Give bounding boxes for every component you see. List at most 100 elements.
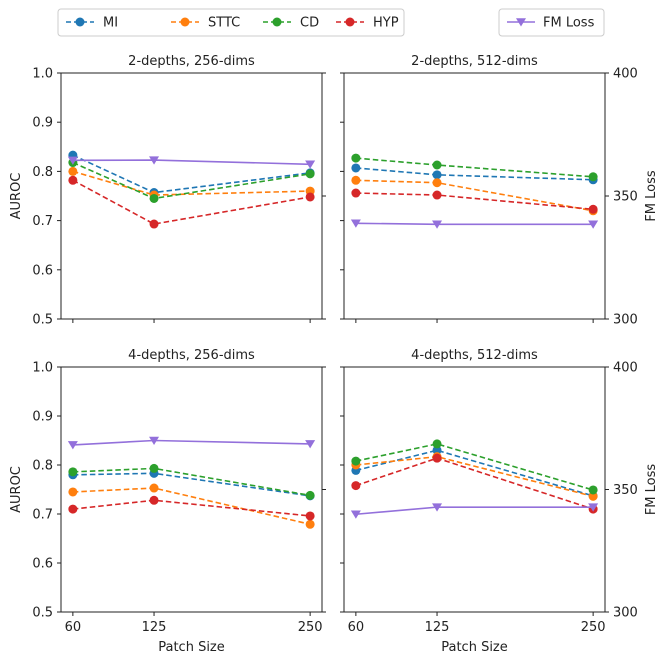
data-point-fm-loss: [149, 436, 160, 445]
data-point-cd: [588, 172, 598, 182]
data-point-fm-loss: [305, 440, 316, 449]
y-tick-label-left: 0.8: [32, 459, 53, 474]
y-tick-label-right: 300: [613, 313, 638, 328]
legend-marker-sttc: [180, 17, 190, 27]
series-line-sttc: [355, 455, 594, 498]
series-line-cd: [355, 443, 594, 491]
series-line-fm-loss: [355, 506, 594, 516]
data-point-hyp: [149, 495, 159, 505]
data-point-fm-loss: [67, 441, 78, 450]
data-point-sttc: [68, 166, 78, 176]
y-tick-label-left: 0.6: [32, 263, 53, 278]
y-tick-label-left: 0.5: [32, 313, 53, 328]
data-point-fm-loss: [432, 220, 443, 229]
y-tick-label-left: 0.9: [32, 410, 53, 425]
legend-marker-cd: [272, 17, 282, 27]
x-tick-label: 250: [298, 620, 323, 635]
plot-frame: [343, 366, 606, 613]
y-tick-label-left: 0.7: [32, 214, 53, 229]
series-line-mi: [355, 449, 594, 497]
series-line-hyp: [355, 192, 594, 211]
subplot-title: 4-depths, 256-dims: [128, 348, 255, 363]
subplot-4: 4-depths, 512-dims 300 350 400 FM Loss 60 125 2…: [340, 348, 659, 655]
legend-label-hyp: HYP: [373, 16, 399, 31]
data-point-fm-loss: [350, 219, 361, 228]
data-point-sttc: [351, 175, 361, 185]
x-tick-label: 250: [581, 620, 606, 635]
data-point-mi: [432, 170, 442, 180]
series-line-sttc: [355, 179, 594, 212]
data-point-fm-loss: [305, 160, 316, 169]
plot-frame: [60, 366, 323, 613]
x-tick-label: 125: [142, 620, 167, 635]
series-line-fm-loss: [355, 222, 594, 226]
series-line-cd: [72, 467, 311, 497]
data-point-fm-loss: [350, 510, 361, 519]
data-point-hyp: [588, 204, 598, 214]
subplot-title: 4-depths, 512-dims: [411, 348, 538, 363]
data-point-cd: [149, 463, 159, 473]
data-point-cd: [432, 160, 442, 170]
data-point-cd: [351, 456, 361, 466]
y-tick-label-left: 1.0: [32, 361, 53, 376]
legend-label-cd: CD: [300, 16, 319, 31]
data-point-cd: [305, 490, 315, 500]
x-tick-label: 125: [425, 620, 450, 635]
y-tick-label-left: 0.5: [32, 606, 53, 621]
data-point-hyp: [68, 175, 78, 185]
subplot-2: 2-depths, 512-dims 300 350 400 FM Loss: [340, 54, 659, 328]
y-tick-label-right: 350: [613, 190, 638, 205]
y-axis-label-left: AUROC: [9, 173, 24, 220]
y-tick-label-left: 0.7: [32, 508, 53, 523]
y-tick-label-right: 400: [613, 67, 638, 82]
y-tick-label-right: 350: [613, 483, 638, 498]
x-tick-label: 60: [65, 620, 82, 635]
subplots: 2-depths, 256-dims 0.5 0.6 0.7 0.8 0.9 1.0 AURO…: [9, 54, 659, 655]
legend-label-mi: MI: [103, 16, 118, 31]
y-tick-label-left: 0.9: [32, 116, 53, 131]
legend-left-frame: [57, 8, 405, 37]
data-point-hyp: [149, 219, 159, 229]
series-line-sttc: [72, 170, 311, 196]
data-point-sttc: [432, 178, 442, 188]
series-line-mi: [72, 472, 311, 497]
legend-right: FM Loss: [498, 8, 605, 37]
data-point-hyp: [432, 190, 442, 200]
data-point-cd: [432, 439, 442, 449]
series-line-hyp: [72, 499, 311, 517]
data-point-fm-loss: [588, 220, 599, 229]
data-point-hyp: [305, 511, 315, 521]
plot-frame: [343, 72, 606, 320]
subplot-title: 2-depths, 256-dims: [128, 54, 255, 69]
y-tick-label-left: 0.8: [32, 165, 53, 180]
data-point-hyp: [351, 481, 361, 491]
data-point-cd: [68, 467, 78, 477]
data-point-sttc: [68, 487, 78, 497]
series-line-hyp: [72, 179, 311, 225]
subplot-3: 4-depths, 256-dims 0.5 0.6 0.7 0.8 0.9 1.0 AURO…: [9, 348, 326, 655]
x-axis-label: Patch Size: [158, 640, 225, 655]
y-tick-label-left: 0.6: [32, 557, 53, 572]
y-axis-label-right: FM Loss: [644, 464, 659, 516]
legend-marker-hyp: [345, 17, 355, 27]
series-line-fm-loss: [72, 439, 311, 446]
y-axis-label-right: FM Loss: [644, 170, 659, 222]
data-point-cd: [149, 193, 159, 203]
plot-frame: [60, 72, 323, 320]
y-axis-label-left: AUROC: [9, 466, 24, 513]
data-point-hyp: [68, 504, 78, 514]
y-tick-label-right: 300: [613, 606, 638, 621]
data-point-fm-loss: [149, 156, 160, 165]
data-point-hyp: [432, 453, 442, 463]
data-point-mi: [432, 445, 442, 455]
series-line-sttc: [72, 487, 311, 526]
x-axis-label: Patch Size: [441, 640, 508, 655]
legend-label-fm-loss: FM Loss: [543, 16, 595, 31]
data-point-cd: [351, 153, 361, 163]
legend-marker-fm-loss: [516, 18, 526, 27]
series-line-fm-loss: [72, 159, 311, 166]
data-point-mi: [351, 163, 361, 173]
series-line-mi: [355, 167, 594, 181]
legend-label-sttc: STTC: [208, 16, 240, 31]
data-point-sttc: [305, 519, 315, 529]
